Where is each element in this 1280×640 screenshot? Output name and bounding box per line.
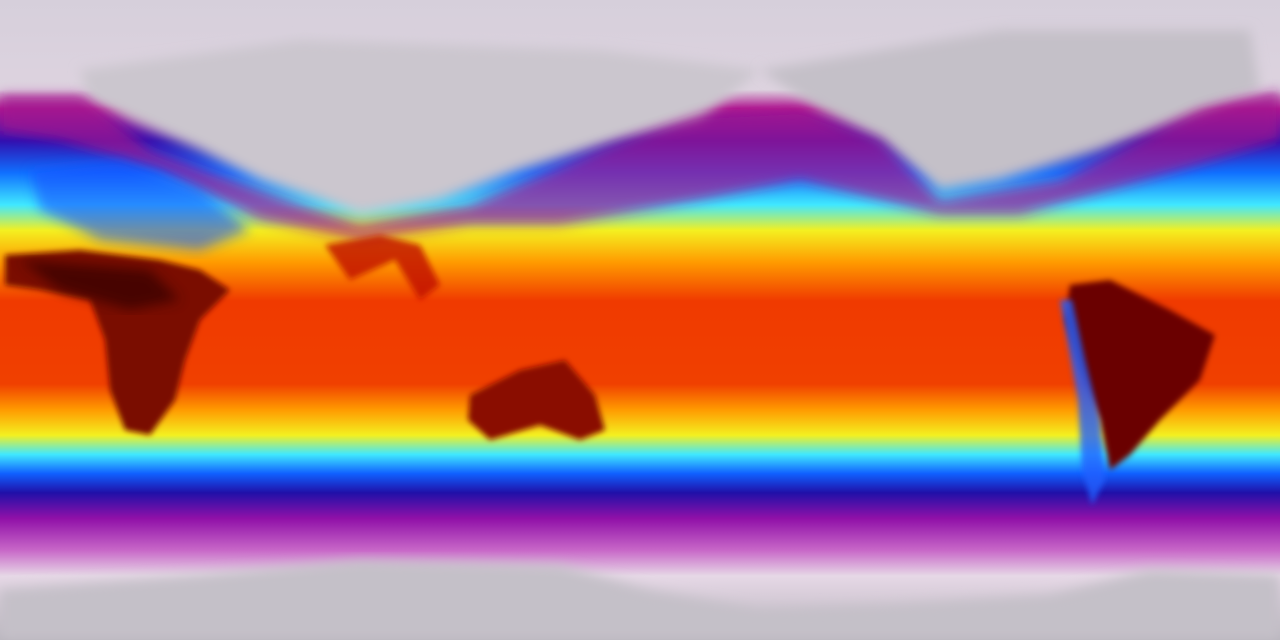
antarctica-cold-landmass bbox=[0, 560, 1280, 640]
eurasia-cold-landmass bbox=[80, 40, 760, 215]
andes-cold-strip bbox=[1060, 300, 1105, 505]
africa-desert-core bbox=[20, 260, 180, 310]
australia-hot-landmass bbox=[468, 360, 605, 440]
asia-blue-cold bbox=[30, 160, 250, 250]
arabia-india-hot bbox=[325, 235, 440, 300]
south-america-hot-landmass bbox=[1065, 280, 1215, 470]
north-america-cold-landmass bbox=[760, 30, 1260, 190]
north-purple-band bbox=[0, 90, 1280, 240]
